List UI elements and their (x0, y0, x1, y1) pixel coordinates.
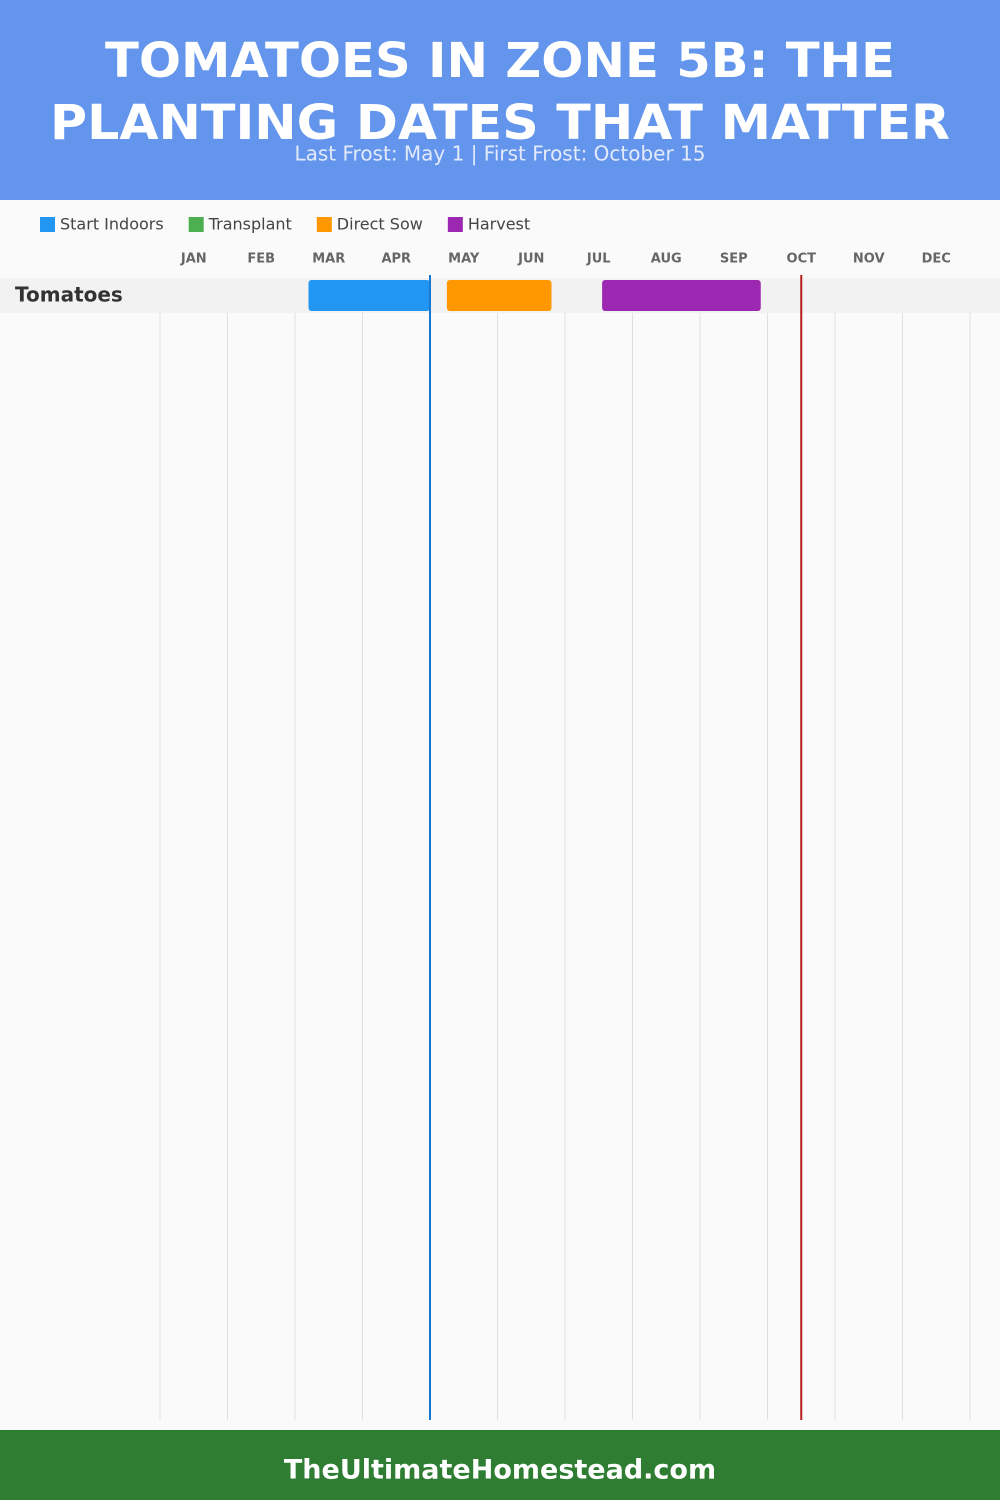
legend-label: Start Indoors (60, 215, 164, 234)
legend-swatch (188, 217, 204, 232)
legend-swatch (447, 217, 463, 232)
month-label: NOV (853, 252, 885, 267)
month-label: JUN (517, 252, 544, 267)
bar (308, 280, 430, 311)
month-label: APR (381, 252, 411, 267)
month-label: MAR (312, 252, 345, 267)
legend-swatch (40, 217, 55, 232)
subtitle: Last Frost: May 1 | First Frost: October… (294, 142, 705, 166)
header (0, 0, 1000, 200)
row-label: Tomatoes (15, 283, 123, 307)
month-label: DEC (922, 252, 951, 267)
month-label: AUG (651, 252, 682, 267)
legend-label: Direct Sow (337, 215, 423, 234)
footer-text: TheUltimateHomestead.com (284, 1455, 716, 1486)
bar (602, 280, 761, 311)
month-label: FEB (247, 252, 275, 267)
month-label: SEP (720, 252, 748, 267)
month-label: MAY (448, 252, 480, 267)
month-label: OCT (787, 252, 817, 267)
month-label: JUL (586, 252, 611, 267)
footer (0, 1430, 1000, 1500)
title-line: TOMATOES IN ZONE 5B: THE (105, 33, 895, 89)
legend-label: Transplant (208, 215, 292, 234)
bar (446, 280, 552, 311)
legend-label: Harvest (468, 215, 530, 234)
title-line: PLANTING DATES THAT MATTER (50, 95, 950, 151)
legend-swatch (316, 217, 332, 232)
month-label: JAN (180, 252, 207, 267)
